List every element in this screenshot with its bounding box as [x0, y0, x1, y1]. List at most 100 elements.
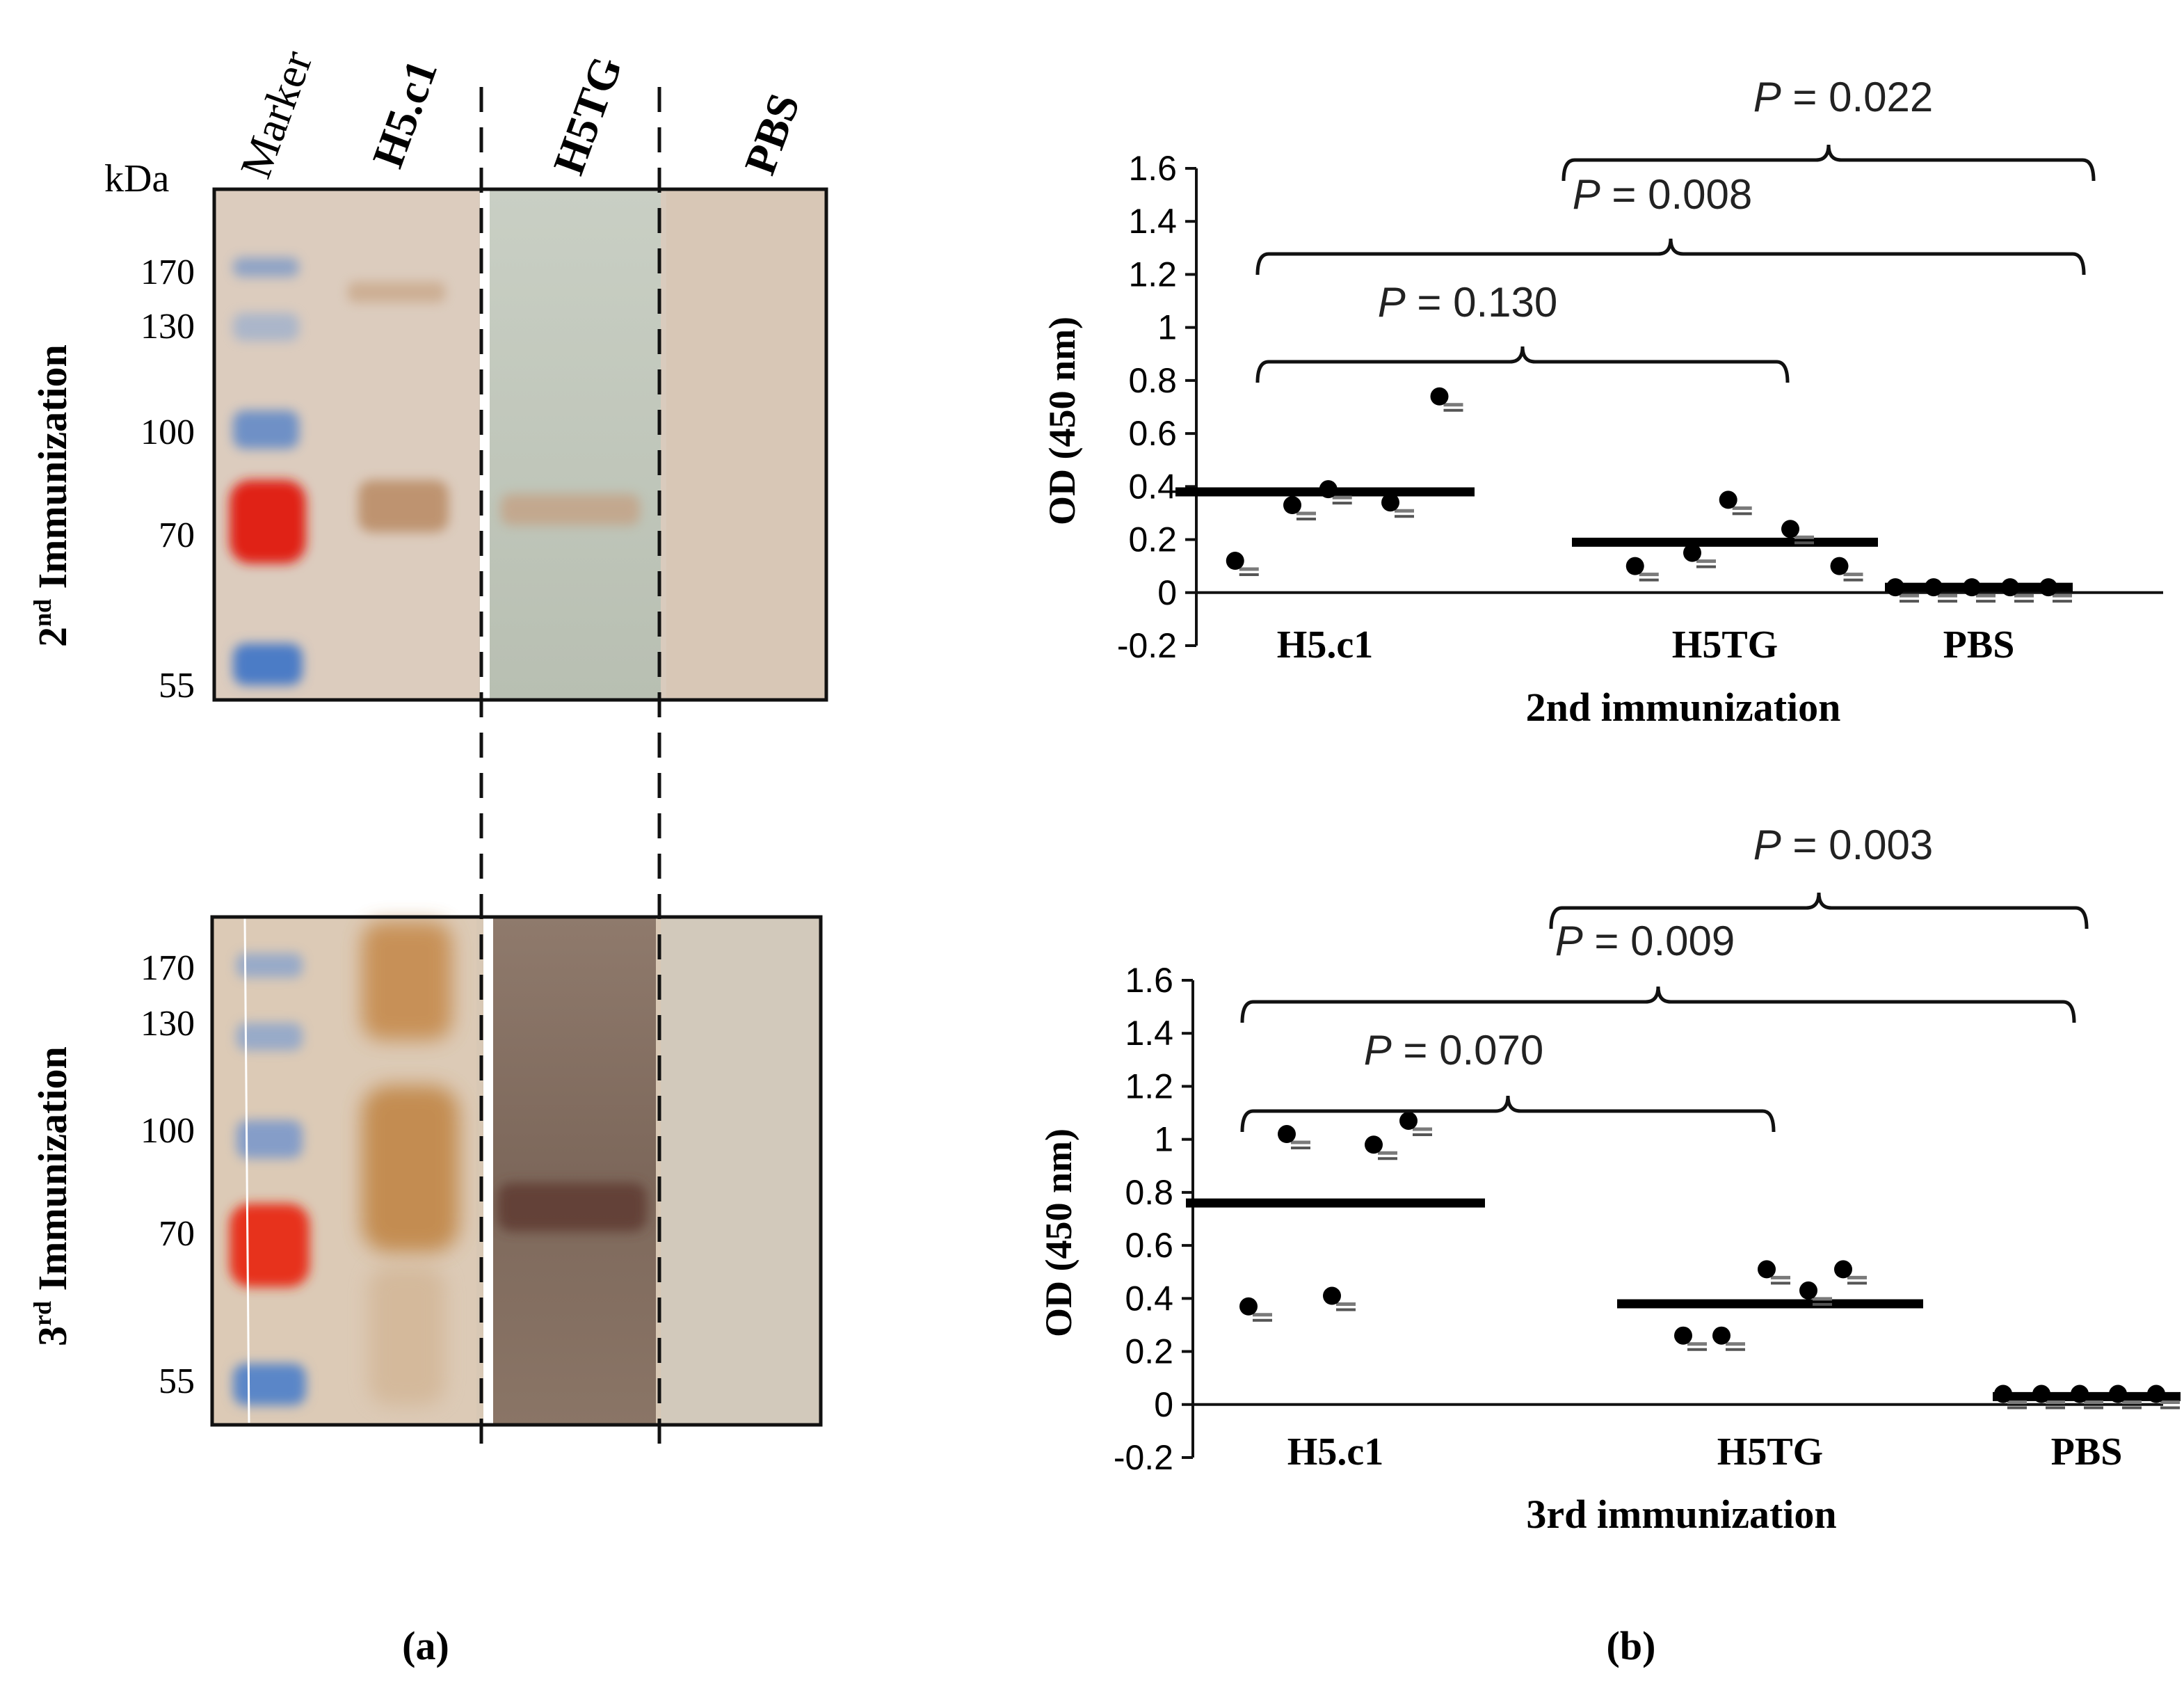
- data-point: [1799, 1281, 1817, 1300]
- p-value: = 0.003: [1781, 822, 1934, 868]
- significance-bracket: [1255, 346, 1790, 383]
- data-point: [1365, 1135, 1383, 1154]
- marker-bands-2nd: [230, 257, 306, 685]
- category-label: PBS: [2051, 1430, 2123, 1474]
- y-tick-label: 0.4: [1125, 1279, 1173, 1318]
- data-point: [1625, 557, 1644, 575]
- data-point: [1226, 552, 1244, 570]
- significance-bracket: [1240, 1095, 1776, 1133]
- x-axis-label: 3rd immunization: [1526, 1492, 1836, 1537]
- data-point: [1963, 578, 1981, 597]
- y-tick-label: 1: [1154, 1120, 1173, 1159]
- p-value: = 0.130: [1406, 279, 1558, 326]
- p-value-label: P = 0.008: [1573, 171, 1753, 218]
- y-tick-label: 1.2: [1128, 255, 1177, 294]
- category-label: H5.c1: [1287, 1430, 1383, 1474]
- data-point: [1381, 493, 1399, 512]
- data-point: [1712, 1326, 1731, 1345]
- y-tick-label: 1: [1157, 308, 1177, 347]
- mw-label: 100: [140, 1111, 195, 1151]
- y-tick-label: 1.4: [1125, 1014, 1173, 1053]
- y-tick-label: 0.2: [1125, 1332, 1173, 1371]
- mw-label: 100: [140, 413, 195, 452]
- mw-label: 55: [159, 666, 195, 705]
- p-value-label: P = 0.130: [1378, 279, 1558, 326]
- y-tick-label: 1.4: [1128, 202, 1177, 241]
- blot-side-label-3rd: 3rd Immunization: [29, 1046, 75, 1346]
- y-tick-label: 0.2: [1128, 520, 1177, 559]
- western-blot: Marker H5.c1 H5TG PBS kDa: [29, 45, 828, 1451]
- p-symbol: P: [1573, 171, 1600, 218]
- y-tick-label: 0: [1157, 573, 1177, 612]
- mw-label: 170: [140, 948, 195, 988]
- y-tick-label: 0.6: [1125, 1226, 1173, 1265]
- data-point: [1278, 1125, 1296, 1144]
- mw-markers-3rd: 170 130 100 70 55: [140, 948, 195, 1401]
- mw-label: 130: [140, 307, 195, 346]
- data-point: [1925, 578, 1943, 597]
- category-label: H5TG: [1672, 623, 1778, 667]
- category-label: H5TG: [1717, 1430, 1823, 1474]
- lane-label-h5c1: H5.c1: [362, 54, 447, 174]
- data-point: [2071, 1384, 2089, 1403]
- y-tick-label: 1.6: [1128, 149, 1177, 188]
- y-tick-label: 0.4: [1128, 467, 1177, 506]
- data-point: [1994, 1384, 2012, 1403]
- p-value: = 0.008: [1600, 171, 1753, 218]
- data-point: [1323, 1286, 1341, 1305]
- y-tick-label: -0.2: [1114, 1438, 1173, 1477]
- significance-bracket: [1255, 238, 2086, 276]
- od-chart-2nd-immunization: 1.6 1.4 1.2 1 0.8 0.6 0.4 0.2 0 -0.2 OD (450 nm) H5…: [1041, 74, 2163, 730]
- p-symbol: P: [1753, 74, 1781, 120]
- p-value-label: P = 0.009: [1555, 918, 1735, 964]
- data-point: [1830, 557, 1849, 575]
- data-point: [2032, 1384, 2050, 1403]
- data-point: [2147, 1384, 2165, 1403]
- p-value: = 0.022: [1781, 74, 1934, 120]
- p-symbol: P: [1753, 822, 1781, 868]
- lane-label-pbs: PBS: [734, 87, 809, 181]
- data-point: [1283, 496, 1301, 515]
- marker-bands-3rd: [230, 953, 310, 1405]
- data-point: [1683, 543, 1701, 562]
- data-point: [2039, 578, 2057, 597]
- p-symbol: P: [1364, 1027, 1392, 1074]
- lane-label-h5tg: H5TG: [543, 50, 631, 181]
- mw-label: 70: [159, 1214, 195, 1254]
- lane-labels: Marker H5.c1 H5TG PBS: [230, 45, 809, 184]
- data-point: [1834, 1260, 1852, 1279]
- blot-panel-3rd: [210, 915, 823, 1427]
- data-point: [1781, 520, 1799, 538]
- data-point: [1758, 1260, 1776, 1279]
- p-value-label: P = 0.003: [1753, 822, 1934, 868]
- x-axis-label: 2nd immunization: [1526, 685, 1841, 730]
- mw-label: 130: [140, 1004, 195, 1044]
- blot-panel-2nd: [212, 187, 828, 702]
- p-value: = 0.070: [1392, 1027, 1544, 1074]
- y-tick-label: 0.8: [1125, 1173, 1173, 1212]
- mw-label: 170: [140, 253, 195, 292]
- p-value-label: P = 0.022: [1753, 74, 1934, 120]
- data-point: [1674, 1326, 1692, 1345]
- category-label: PBS: [1943, 623, 2015, 667]
- lane-label-marker: Marker: [230, 45, 321, 184]
- p-value: = 0.009: [1583, 918, 1735, 964]
- data-point: [1239, 1297, 1258, 1316]
- y-axis-label: OD (450 nm): [1038, 1128, 1079, 1337]
- kda-label: kDa: [104, 157, 169, 200]
- mw-label: 55: [159, 1362, 195, 1401]
- data-point: [2001, 578, 2019, 597]
- y-tick-label: 0.6: [1128, 414, 1177, 453]
- y-tick-label: 0: [1154, 1385, 1173, 1424]
- data-point: [1886, 578, 1904, 597]
- significance-bracket: [1240, 986, 2076, 1023]
- data-point: [1430, 387, 1449, 406]
- data-point: [2109, 1384, 2127, 1403]
- mw-markers-2nd: 170 130 100 70 55: [140, 253, 195, 705]
- category-label: H5.c1: [1277, 623, 1373, 667]
- data-point: [1399, 1111, 1418, 1130]
- y-tick-label: -0.2: [1117, 626, 1177, 665]
- p-symbol: P: [1555, 918, 1583, 964]
- significance-bracket: [1549, 892, 2089, 929]
